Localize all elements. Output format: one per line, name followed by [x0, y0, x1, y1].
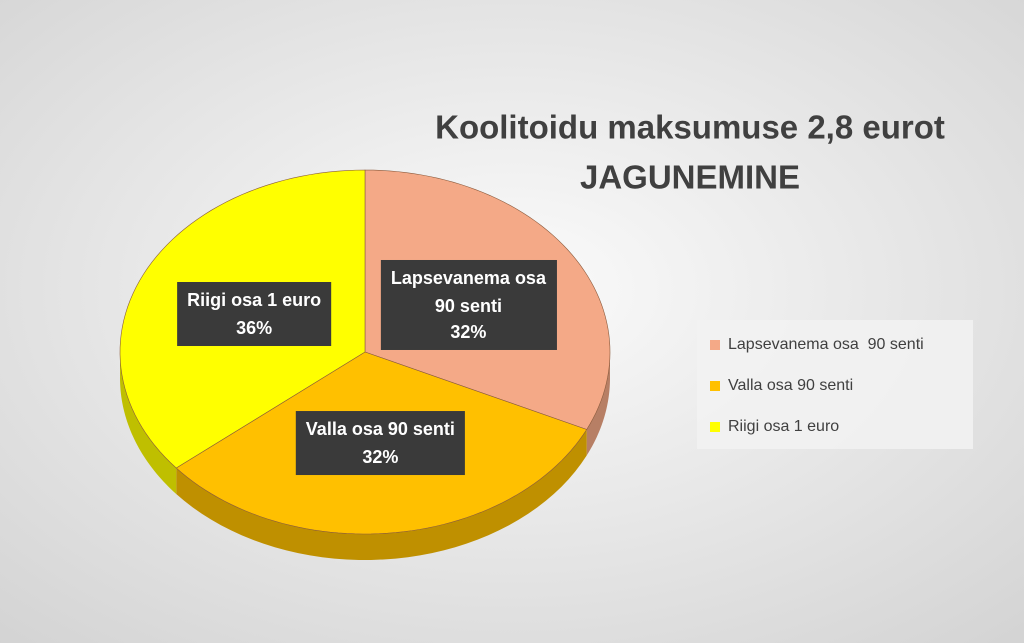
legend-swatch	[710, 422, 720, 432]
data-label-value: 36%	[236, 318, 272, 338]
legend-label: Valla osa 90 senti	[728, 377, 853, 394]
data-label: Riigi osa 1 euro 36%	[177, 282, 332, 347]
data-label: Lapsevanema osa 90 senti 32%	[380, 259, 557, 350]
data-label-value: 32%	[450, 322, 486, 342]
data-label-line: Lapsevanema osa	[391, 268, 547, 288]
slice-side	[586, 352, 610, 456]
data-label-name: Valla osa 90 senti	[306, 419, 455, 439]
legend-label: Lapsevanema osa 90 senti	[728, 336, 924, 353]
chart-title: Koolitoidu maksumuse 2,8 eurot	[435, 109, 945, 146]
legend-label: Riigi osa 1 euro	[728, 418, 839, 435]
slice-side	[120, 352, 177, 495]
data-label-box	[380, 259, 557, 350]
legend-swatch	[710, 381, 720, 391]
data-label-name: Riigi osa 1 euro	[187, 290, 321, 310]
chart-subtitle: JAGUNEMINE	[580, 159, 800, 196]
slice-side	[176, 429, 587, 560]
data-label-name: Lapsevanema osa 90 senti	[391, 268, 547, 316]
legend-swatch	[710, 340, 720, 350]
data-label: Valla osa 90 senti 32%	[295, 411, 465, 476]
data-label-line: 90 senti	[435, 296, 502, 316]
data-label-box	[177, 282, 332, 347]
data-label-value: 32%	[362, 447, 398, 467]
legend-box	[697, 320, 973, 449]
data-label-box	[295, 411, 465, 476]
